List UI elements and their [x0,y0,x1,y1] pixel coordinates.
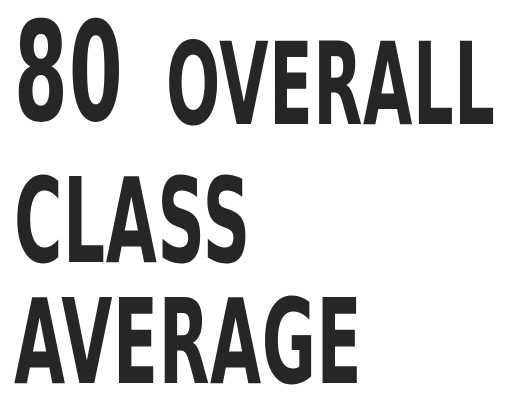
stat-label-overall: OVERALL [166,18,496,151]
stat-label-average: AVERAGE [14,273,363,411]
stat-line-1: 80 OVERALL [14,0,495,153]
stat-line-3: AVERAGE [14,283,509,401]
stat-line-2: CLASS [14,162,437,280]
stat-value: 80 [14,0,124,153]
stat-label-class: CLASS [14,152,251,290]
